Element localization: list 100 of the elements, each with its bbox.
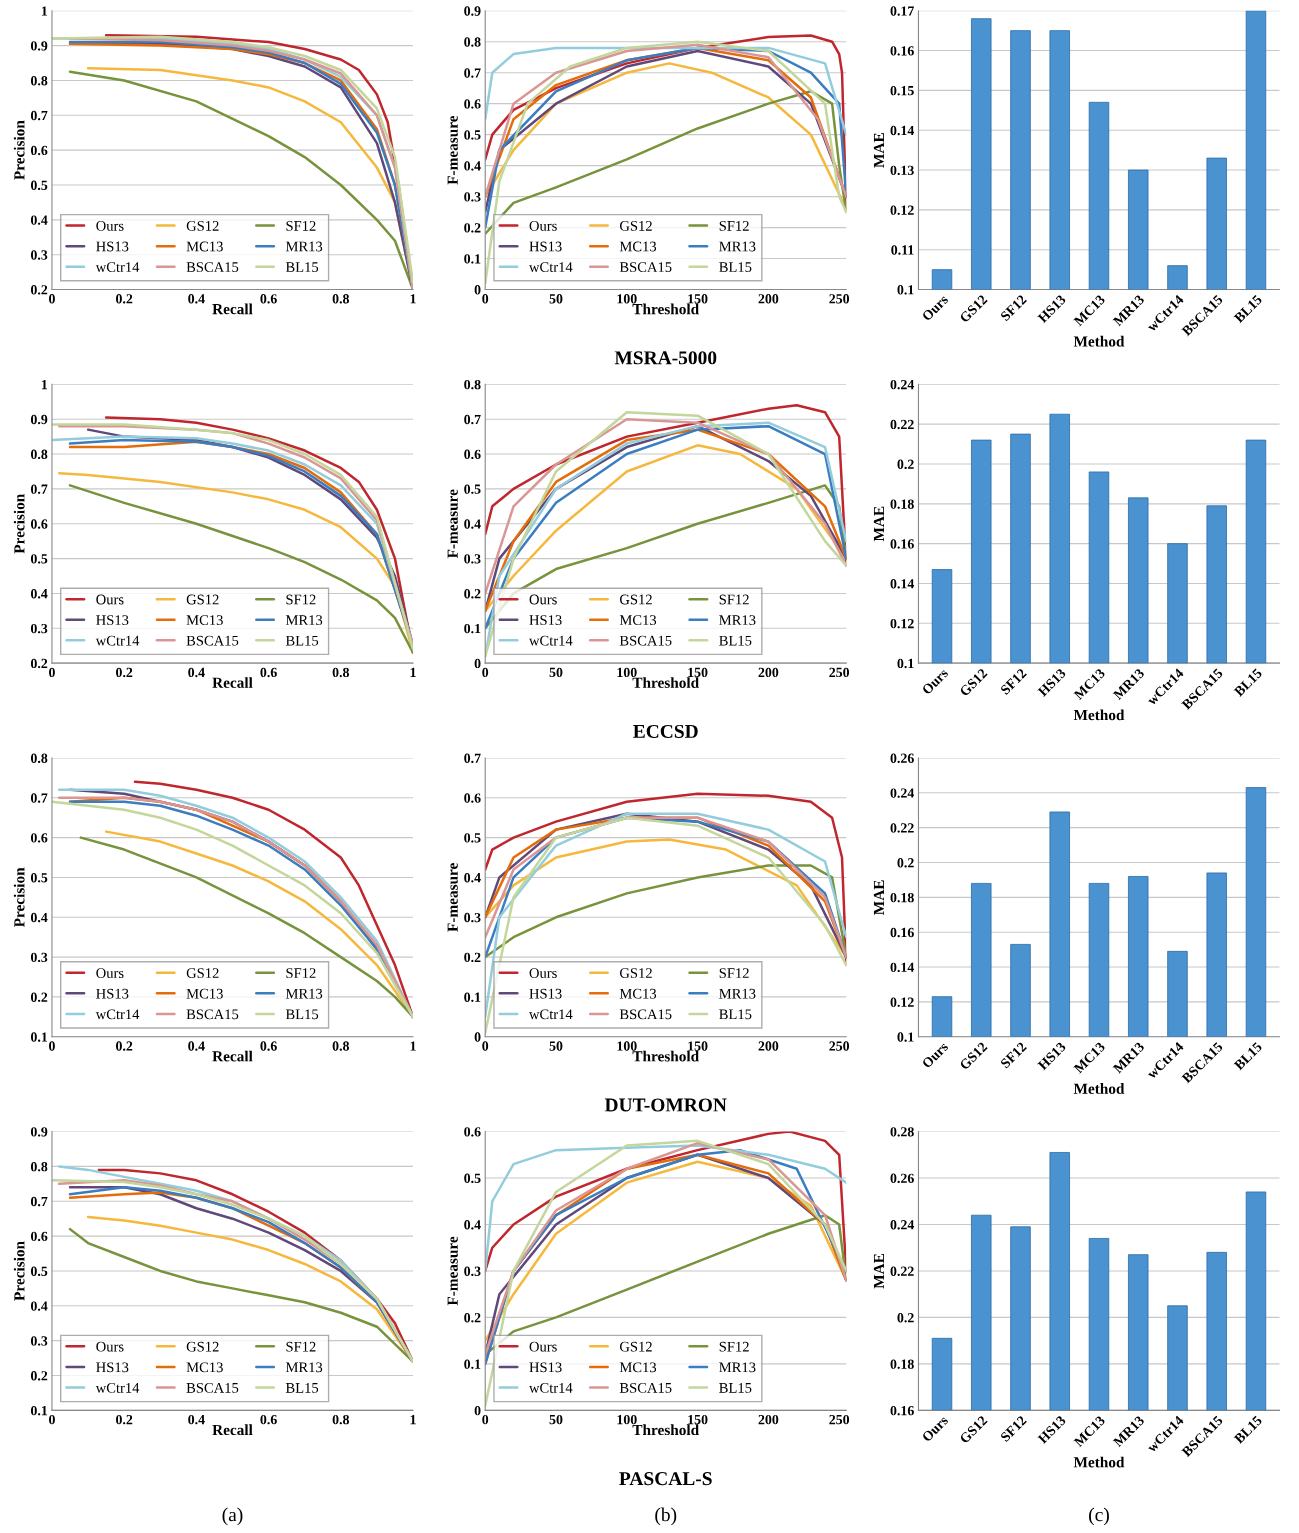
x-tick-label: 200 (758, 667, 779, 678)
y-tick-label: 0.1 (30, 1032, 48, 1042)
legend-label: Ours (529, 220, 557, 231)
y-tick-label: 0.12 (890, 997, 914, 1007)
y-tick-label: 0.6 (464, 1127, 481, 1137)
y-tick-label: 0.16 (890, 1405, 914, 1416)
text: PASCAL-S (619, 1472, 712, 1486)
text: (b) (655, 1507, 677, 1526)
x-tick-label: 0 (49, 667, 55, 678)
legend-label: BSCA15 (186, 262, 239, 272)
x-axis-title: Recall (212, 1050, 253, 1062)
y-tick-label: 0.26 (890, 753, 914, 763)
x-tick-label: 0.4 (188, 667, 205, 678)
legend-label: BL15 (285, 262, 319, 272)
text: DUT-OMRON (604, 1098, 727, 1112)
y-tick-label: 0.16 (890, 927, 914, 938)
y-tick-label: 0.4 (30, 1301, 48, 1311)
y-axis-title: MAE (873, 880, 884, 915)
x-tick-label: 250 (829, 294, 850, 304)
legend-label: BL15 (719, 262, 752, 272)
y-tick-label: 0.2 (464, 223, 481, 233)
y-tick-label: 0.7 (30, 793, 48, 803)
y-axis-title: Precision (13, 867, 25, 928)
y-tick-label: 0.22 (890, 1266, 914, 1276)
legend-label: HS13 (529, 615, 562, 625)
legend-label: BL15 (719, 1009, 752, 1020)
legend-label: GS12 (619, 594, 652, 605)
legend-label: GS12 (186, 1341, 219, 1352)
y-tick-label: 0.28 (890, 1127, 914, 1137)
y-tick-label: 0.4 (464, 161, 481, 171)
x-tick-label: 0.4 (188, 1414, 205, 1425)
x-tick-label: 1 (410, 667, 416, 677)
legend-label: GS12 (619, 968, 652, 978)
x-tick-label: 0.6 (260, 1041, 277, 1051)
y-axis-title: MAE (873, 133, 884, 168)
x-tick-label: Ours (921, 1041, 949, 1069)
y-tick-label: 0.16 (890, 46, 914, 56)
x-tick-label: 200 (758, 294, 779, 304)
legend-label: BL15 (285, 1009, 319, 1020)
x-tick-label: 150 (688, 1414, 708, 1425)
y-tick-label: 0.7 (464, 753, 481, 763)
x-tick-label: 150 (688, 667, 708, 678)
x-tick-label: 0 (482, 1041, 489, 1051)
y-tick-label: 0.4 (464, 1220, 481, 1230)
legend-label: MC13 (186, 615, 223, 625)
y-tick-label: 0.3 (464, 912, 481, 923)
y-tick-label: 0.3 (30, 250, 48, 260)
y-tick-label: 0.1 (464, 623, 481, 634)
y-tick-label: 0.9 (30, 1127, 48, 1137)
x-tick-label: 1 (410, 1041, 416, 1051)
legend-label: BSCA15 (186, 1383, 239, 1393)
y-tick-label: 0.2 (897, 459, 914, 470)
y-axis-title: Precision (13, 493, 25, 554)
x-axis-title: Recall (212, 303, 253, 315)
y-tick-label: 0.8 (30, 449, 48, 460)
x-axis-title: Method (1073, 709, 1125, 721)
y-tick-label: 0.8 (30, 76, 48, 86)
y-tick-label: 0.5 (464, 484, 481, 494)
legend-label: MR13 (285, 988, 323, 999)
y-tick-label: 0.12 (890, 205, 914, 215)
y-tick-label: 0.5 (464, 130, 481, 140)
y-tick-label: 0.15 (890, 85, 914, 96)
y-tick-label: 0.2 (30, 1371, 48, 1381)
y-tick-label: 0.12 (890, 618, 914, 629)
y-tick-label: 0.11 (891, 245, 914, 255)
x-tick-label: 250 (829, 1414, 850, 1425)
y-tick-label: 0.24 (890, 1220, 915, 1230)
y-tick-label: 0.18 (890, 499, 914, 509)
y-axis-title: F-measure (447, 1236, 458, 1306)
y-axis-title: MAE (873, 1253, 884, 1289)
y-tick-label: 0.14 (890, 962, 915, 973)
x-tick-label: 0.2 (116, 1414, 133, 1425)
x-axis-title: Method (1073, 1456, 1125, 1468)
legend-label: GS12 (619, 1341, 652, 1352)
y-tick-label: 0.8 (464, 379, 481, 390)
legend-label: wCtr14 (528, 1009, 573, 1020)
y-tick-label: 0.5 (464, 833, 481, 843)
legend-label: MR13 (285, 1362, 323, 1373)
legend-label: MC13 (186, 988, 223, 999)
text: MSRA-5000 (614, 351, 717, 365)
legend-label: Ours (96, 594, 124, 605)
y-tick-label: 0.7 (30, 484, 48, 494)
y-tick-label: 0.18 (890, 892, 914, 903)
y-tick-label: 0.9 (30, 41, 48, 51)
x-tick-label: 1 (410, 294, 416, 304)
y-tick-label: 0.4 (464, 873, 481, 883)
legend-label: SF12 (719, 1341, 749, 1352)
legend-label: GS12 (186, 968, 219, 978)
legend-label: Ours (96, 220, 124, 231)
x-tick-label: 0.6 (260, 667, 277, 678)
y-tick-label: 0.8 (464, 37, 481, 47)
y-tick-label: 0.9 (30, 414, 48, 425)
y-tick-label: 0.2 (30, 992, 48, 1002)
text: (a) (222, 1507, 243, 1526)
x-tick-label: 100 (617, 667, 637, 678)
y-tick-label: 0.7 (30, 1196, 48, 1207)
x-tick-label: 250 (829, 1041, 850, 1051)
y-tick-label: 0.2 (464, 589, 481, 599)
x-tick-label: 50 (549, 667, 563, 678)
x-tick-label: 0 (49, 294, 55, 304)
